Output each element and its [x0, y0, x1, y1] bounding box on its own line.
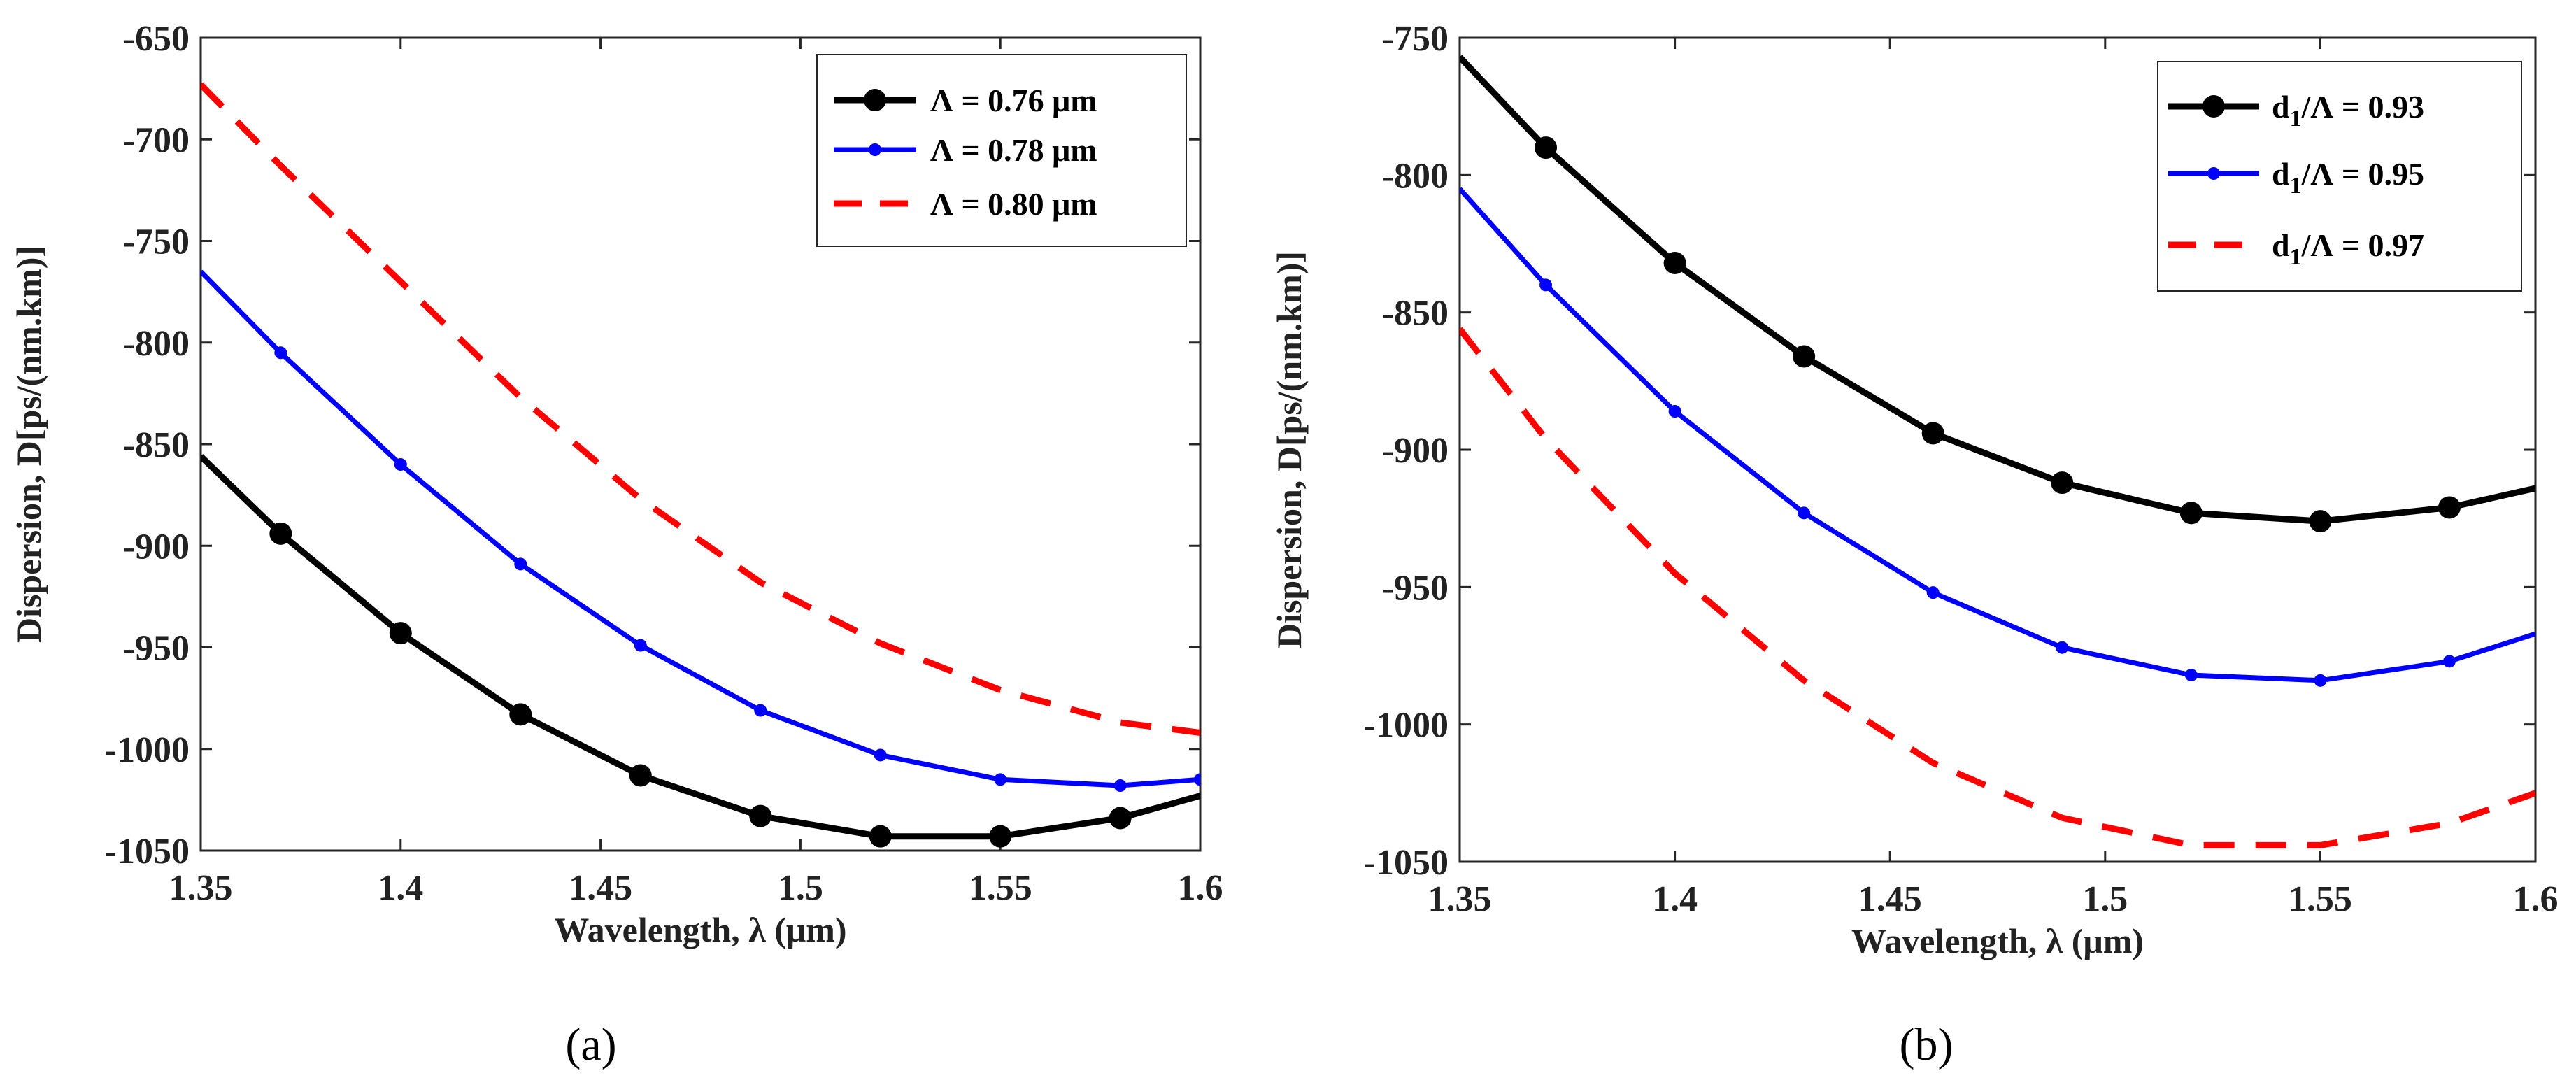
- series-2-marker: [274, 346, 287, 360]
- legend-entry-1: d1/Λ = 0.93: [2272, 89, 2424, 132]
- y-tick-label: -1000: [1364, 706, 1449, 746]
- series-2-marker: [2056, 641, 2069, 654]
- legend-marker-2: [869, 143, 881, 156]
- legend-entry-3: Λ = 0.80 μm: [930, 186, 1097, 222]
- series-line-2: [1460, 187, 2535, 683]
- x-tick-label: 1.5: [2082, 879, 2128, 919]
- series-1-marker: [1663, 251, 1686, 274]
- chart-panel-a: 1.35 1.4 1.45 1.5 1.55 1.6 -650 -700 -750 -800 -85…: [9, 19, 1223, 1070]
- x-tick-label: 1.45: [569, 868, 632, 908]
- series-2-marker: [634, 639, 647, 652]
- x-tick-label: 1.4: [1652, 879, 1698, 919]
- y-tick-label: -950: [123, 629, 190, 669]
- plot-series-group: [201, 82, 1200, 848]
- y-tick-label: -1000: [105, 730, 190, 770]
- series-2-marker: [1539, 278, 1553, 292]
- y-tick-label: -1050: [105, 832, 190, 872]
- x-tick-label: 1.55: [2289, 879, 2352, 919]
- y-tick-label: -700: [123, 120, 190, 160]
- y-tick-label: -850: [123, 425, 190, 465]
- series-1-marker: [629, 764, 652, 787]
- y-tick-label: -850: [1382, 294, 1449, 334]
- legend: Λ = 0.76 μm Λ = 0.78 μm Λ = 0.80 μm: [816, 54, 1187, 247]
- series-2-marker: [1668, 405, 1681, 418]
- series-2-marker: [874, 748, 887, 762]
- x-tick-label: 1.35: [1428, 879, 1492, 919]
- series-line-3: [201, 82, 1200, 736]
- y-axis-label: Dispersion, D[ps/(nm.km)]: [1269, 251, 1309, 648]
- series-1-marker: [1793, 345, 1816, 368]
- chart-panel-b: 1.35 1.4 1.45 1.5 1.55 1.6 -750 -800 -850 -900 -95…: [1269, 19, 2559, 1070]
- y-tick-label: -900: [123, 527, 190, 567]
- x-tick-label: 1.35: [169, 868, 233, 908]
- series-2-marker: [1798, 506, 1811, 520]
- series-1-marker: [989, 825, 1012, 848]
- series-2-marker: [994, 773, 1007, 786]
- y-tick-label: -750: [1382, 19, 1449, 59]
- series-1-marker: [2309, 510, 2332, 533]
- series-1-marker: [1921, 422, 1944, 445]
- legend-entry-3: d1/Λ = 0.97: [2272, 227, 2424, 270]
- y-tick-label: -800: [1382, 156, 1449, 196]
- y-tick-label: -750: [123, 222, 190, 262]
- legend-entry-1: Λ = 0.76 μm: [930, 83, 1097, 118]
- series-1-marker: [2438, 496, 2461, 519]
- series-2-marker: [2314, 674, 2327, 687]
- legend-marker-1: [864, 89, 886, 111]
- series-2-marker: [514, 557, 527, 571]
- series-1-marker: [1109, 807, 1132, 830]
- x-tick-label: 1.6: [1178, 868, 1223, 908]
- y-tick-label: -650: [123, 19, 190, 59]
- series-1-marker: [2051, 471, 2074, 495]
- series-line-1: [1460, 55, 2535, 525]
- panel-label: (a): [565, 1019, 616, 1070]
- series-1-marker: [749, 804, 772, 827]
- series-2-marker: [1113, 779, 1127, 793]
- series-1-marker: [2179, 502, 2203, 525]
- y-axis-label: Dispersion, D[ps/(nm.km)]: [9, 246, 48, 643]
- legend: d1/Λ = 0.93 d1/Λ = 0.95 d1/Λ = 0.97: [2157, 61, 2522, 292]
- x-tick-label: 1.4: [378, 868, 423, 908]
- y-tick-label: -800: [123, 324, 190, 364]
- plot-series-group: [1460, 55, 2535, 848]
- x-tick-label: 1.5: [778, 868, 823, 908]
- series-2-marker: [1926, 586, 1940, 599]
- series-line-3: [1460, 327, 2535, 848]
- legend-marker-2: [2207, 167, 2220, 180]
- series-1-marker: [1535, 136, 1558, 159]
- series-2-marker: [2442, 655, 2456, 668]
- series-2-marker: [754, 704, 767, 717]
- x-tick-label: 1.45: [1858, 879, 1922, 919]
- series-1-marker: [389, 622, 412, 645]
- legend-entry-2: d1/Λ = 0.95: [2272, 156, 2424, 199]
- series-1-marker: [869, 825, 892, 848]
- legend-marker-1: [2203, 95, 2225, 118]
- x-tick-label: 1.55: [969, 868, 1032, 908]
- legend-entry-2: Λ = 0.78 μm: [930, 132, 1097, 168]
- panel-label: (b): [1900, 1019, 1954, 1070]
- y-tick-label: -950: [1382, 568, 1449, 608]
- x-tick-label: 1.6: [2513, 879, 2559, 919]
- series-1-marker: [509, 703, 532, 726]
- series-line-2: [201, 269, 1200, 788]
- series-2-marker: [1194, 773, 1200, 786]
- series-2-marker: [2184, 668, 2198, 681]
- series-1-marker: [269, 522, 292, 545]
- series-line-1: [201, 454, 1200, 840]
- x-axis-label: Wavelength, λ (μm): [1851, 921, 2144, 960]
- y-tick-label: -900: [1382, 431, 1449, 471]
- series-2-marker: [394, 458, 407, 471]
- x-axis-label: Wavelength, λ (μm): [554, 910, 846, 949]
- y-tick-label: -1050: [1364, 843, 1449, 883]
